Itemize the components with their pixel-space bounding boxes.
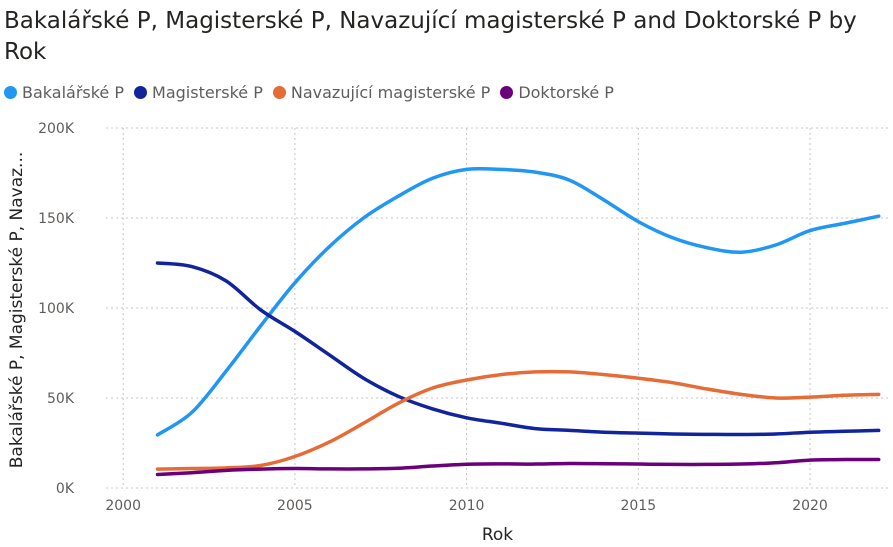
- legend-label-navazujici: Navazující magisterské P: [290, 82, 491, 102]
- series-lines: [155, 166, 881, 477]
- x-tick-label: 2005: [277, 498, 313, 514]
- series-line-doktorske[interactable]: [155, 457, 881, 477]
- legend-item-navazujici[interactable]: Navazující magisterské P: [272, 82, 491, 102]
- x-tick-label: 2000: [105, 498, 141, 514]
- x-tick-label: 2020: [792, 498, 828, 514]
- legend: Bakalářské P Magisterské P Navazující ma…: [4, 81, 624, 103]
- legend-marker-navazujici: [272, 85, 286, 99]
- y-tick-label: 50K: [47, 391, 75, 407]
- series-line-navazujici[interactable]: [155, 369, 881, 471]
- gridlines: [106, 127, 889, 489]
- legend-item-doktorske[interactable]: Doktorské P: [500, 83, 614, 102]
- x-axis-title: Rok: [482, 525, 513, 545]
- y-tick-label: 200K: [38, 121, 75, 137]
- y-axis-title: Bakalářské P, Magisterské P, Navaz...: [7, 152, 27, 469]
- legend-marker-doktorske: [500, 85, 514, 99]
- legend-item-bakalarske[interactable]: Bakalářské P: [4, 83, 124, 102]
- legend-label-doktorske: Doktorské P: [518, 82, 614, 102]
- series-line-bakalarske[interactable]: [155, 166, 881, 437]
- legend-item-magisterske[interactable]: Magisterské P: [134, 83, 263, 102]
- y-tick-label: 0K: [56, 481, 75, 497]
- legend-label-bakalarske: Bakalářské P: [22, 82, 125, 102]
- x-tick-label: 2010: [449, 498, 485, 514]
- legend-label-magisterske: Magisterské P: [152, 82, 263, 102]
- series-line-magisterske[interactable]: [155, 261, 881, 437]
- legend-marker-bakalarske: [4, 85, 17, 99]
- x-tick-label: 2015: [620, 498, 656, 514]
- y-tick-label: 100K: [38, 301, 75, 317]
- legend-marker-magisterske: [134, 85, 148, 99]
- chart-title: Bakalářské P, Magisterské P, Navazující …: [4, 8, 857, 65]
- x-axis-ticks: 2000 2005 2010 2015 2020: [105, 498, 827, 514]
- y-axis-ticks: 0K 50K 100K 150K 200K: [38, 121, 75, 497]
- y-tick-label: 150K: [38, 211, 75, 227]
